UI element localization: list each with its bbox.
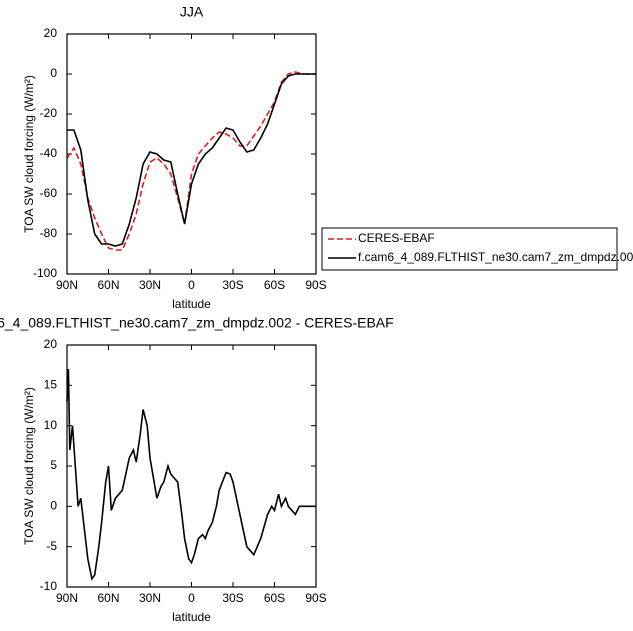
y-tick-label: 10 bbox=[44, 418, 58, 432]
chart-title: n6_4_089.FLTHIST_ne30.cam7_zm_dmpdz.002 … bbox=[0, 315, 394, 331]
data-line bbox=[67, 73, 316, 247]
y-tick-label: 0 bbox=[50, 66, 57, 80]
y-tick-label: 20 bbox=[44, 26, 58, 40]
y-tick-label: -60 bbox=[40, 186, 58, 200]
data-line bbox=[66, 369, 316, 581]
legend-frame bbox=[321, 227, 618, 271]
y-tick-label: -80 bbox=[40, 226, 58, 240]
x-tick-label: 30S bbox=[222, 591, 243, 605]
x-tick-label: 60N bbox=[97, 591, 119, 605]
x-tick-label: 90N bbox=[56, 278, 78, 292]
y-tick-label: 20 bbox=[44, 337, 58, 351]
y-axis-label: TOA SW cloud forcing (W/m²) bbox=[22, 387, 36, 545]
x-tick-label: 30N bbox=[139, 591, 161, 605]
legend-label: f.cam6_4_089.FLTHIST_ne30.cam7_zm_dmpdz.… bbox=[358, 250, 633, 264]
legend: CERES-EBAF f.cam6_4_089.FLTHIST_ne30.cam7… bbox=[321, 227, 633, 271]
x-tick-label: 0 bbox=[188, 278, 195, 292]
y-tick-label: -20 bbox=[40, 106, 58, 120]
x-tick-label: 90N bbox=[56, 591, 78, 605]
y-tick-label: 0 bbox=[50, 499, 57, 513]
x-axis-label: latitude bbox=[172, 297, 211, 311]
x-tick-label: 90S bbox=[305, 278, 326, 292]
x-tick-label: 60N bbox=[97, 278, 119, 292]
y-tick-label: -5 bbox=[46, 539, 57, 553]
y-tick-label: 15 bbox=[44, 378, 58, 392]
x-tick-label: 30N bbox=[139, 278, 161, 292]
x-tick-label: 60S bbox=[264, 591, 285, 605]
y-tick-label: -100 bbox=[33, 266, 57, 280]
x-tick-label: 60S bbox=[264, 278, 285, 292]
y-tick-label: -10 bbox=[40, 579, 58, 593]
plot: JJA latitude TOA SW cloud forcing (W/m²) 90… bbox=[22, 4, 633, 311]
x-axis-label: latitude bbox=[172, 610, 211, 624]
legend-label: CERES-EBAF bbox=[358, 231, 435, 245]
y-tick-label: -40 bbox=[40, 146, 58, 160]
plot: n6_4_089.FLTHIST_ne30.cam7_zm_dmpdz.002 … bbox=[0, 315, 394, 624]
chart-title: JJA bbox=[180, 4, 204, 20]
y-axis-label: TOA SW cloud forcing (W/m²) bbox=[22, 75, 36, 233]
x-tick-label: 90S bbox=[305, 591, 326, 605]
plot-frame bbox=[66, 33, 317, 275]
y-tick-label: 5 bbox=[50, 458, 57, 472]
x-tick-label: 30S bbox=[222, 278, 243, 292]
plot-frame bbox=[66, 344, 317, 588]
x-tick-label: 0 bbox=[188, 591, 195, 605]
data-line bbox=[66, 71, 316, 251]
